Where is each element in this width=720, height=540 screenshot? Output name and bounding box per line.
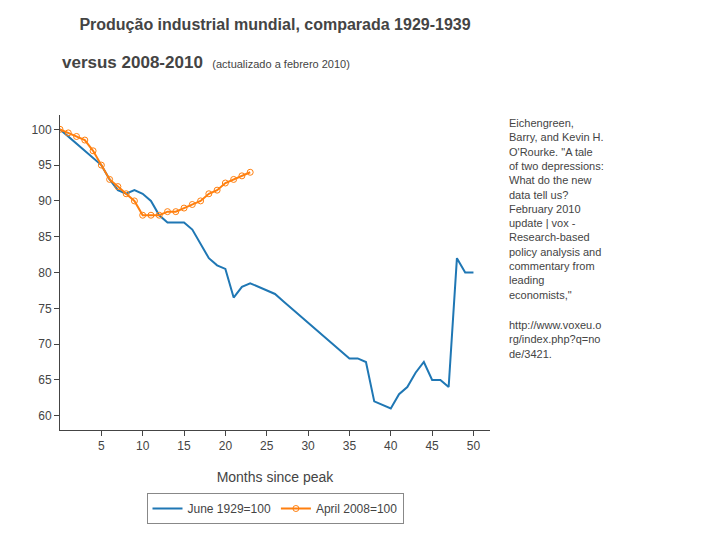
svg-text:Months since peak: Months since peak xyxy=(217,469,335,485)
svg-text:65: 65 xyxy=(38,373,52,387)
svg-text:60: 60 xyxy=(38,409,52,423)
svg-text:40: 40 xyxy=(384,439,398,453)
svg-text:45: 45 xyxy=(425,439,439,453)
svg-text:versus 2008-2010 (actualizado: versus 2008-2010 (actualizado a febrero … xyxy=(62,53,350,72)
svg-text:15: 15 xyxy=(177,439,191,453)
svg-text:90: 90 xyxy=(38,194,52,208)
svg-text:Produção industrial mundial, c: Produção industrial mundial, comparada 1… xyxy=(79,16,470,33)
svg-text:100: 100 xyxy=(32,123,52,137)
svg-text:June 1929=100: June 1929=100 xyxy=(188,502,271,516)
svg-text:25: 25 xyxy=(260,439,274,453)
svg-text:50: 50 xyxy=(467,439,481,453)
svg-text:85: 85 xyxy=(38,230,52,244)
svg-text:30: 30 xyxy=(301,439,315,453)
svg-text:95: 95 xyxy=(38,158,52,172)
svg-text:35: 35 xyxy=(343,439,357,453)
svg-text:20: 20 xyxy=(219,439,233,453)
svg-text:70: 70 xyxy=(38,337,52,351)
svg-text:http://www.voxeu.org/index.php: http://www.voxeu.org/index.php?q=node/34… xyxy=(509,319,601,360)
svg-text:75: 75 xyxy=(38,302,52,316)
svg-text:80: 80 xyxy=(38,266,52,280)
svg-text:10: 10 xyxy=(136,439,150,453)
svg-text:April 2008=100: April 2008=100 xyxy=(316,502,397,516)
svg-text:5: 5 xyxy=(98,439,105,453)
svg-text:Eichengreen,Barry, and Kevin H: Eichengreen,Barry, and Kevin H.O'Rourke.… xyxy=(509,117,604,301)
